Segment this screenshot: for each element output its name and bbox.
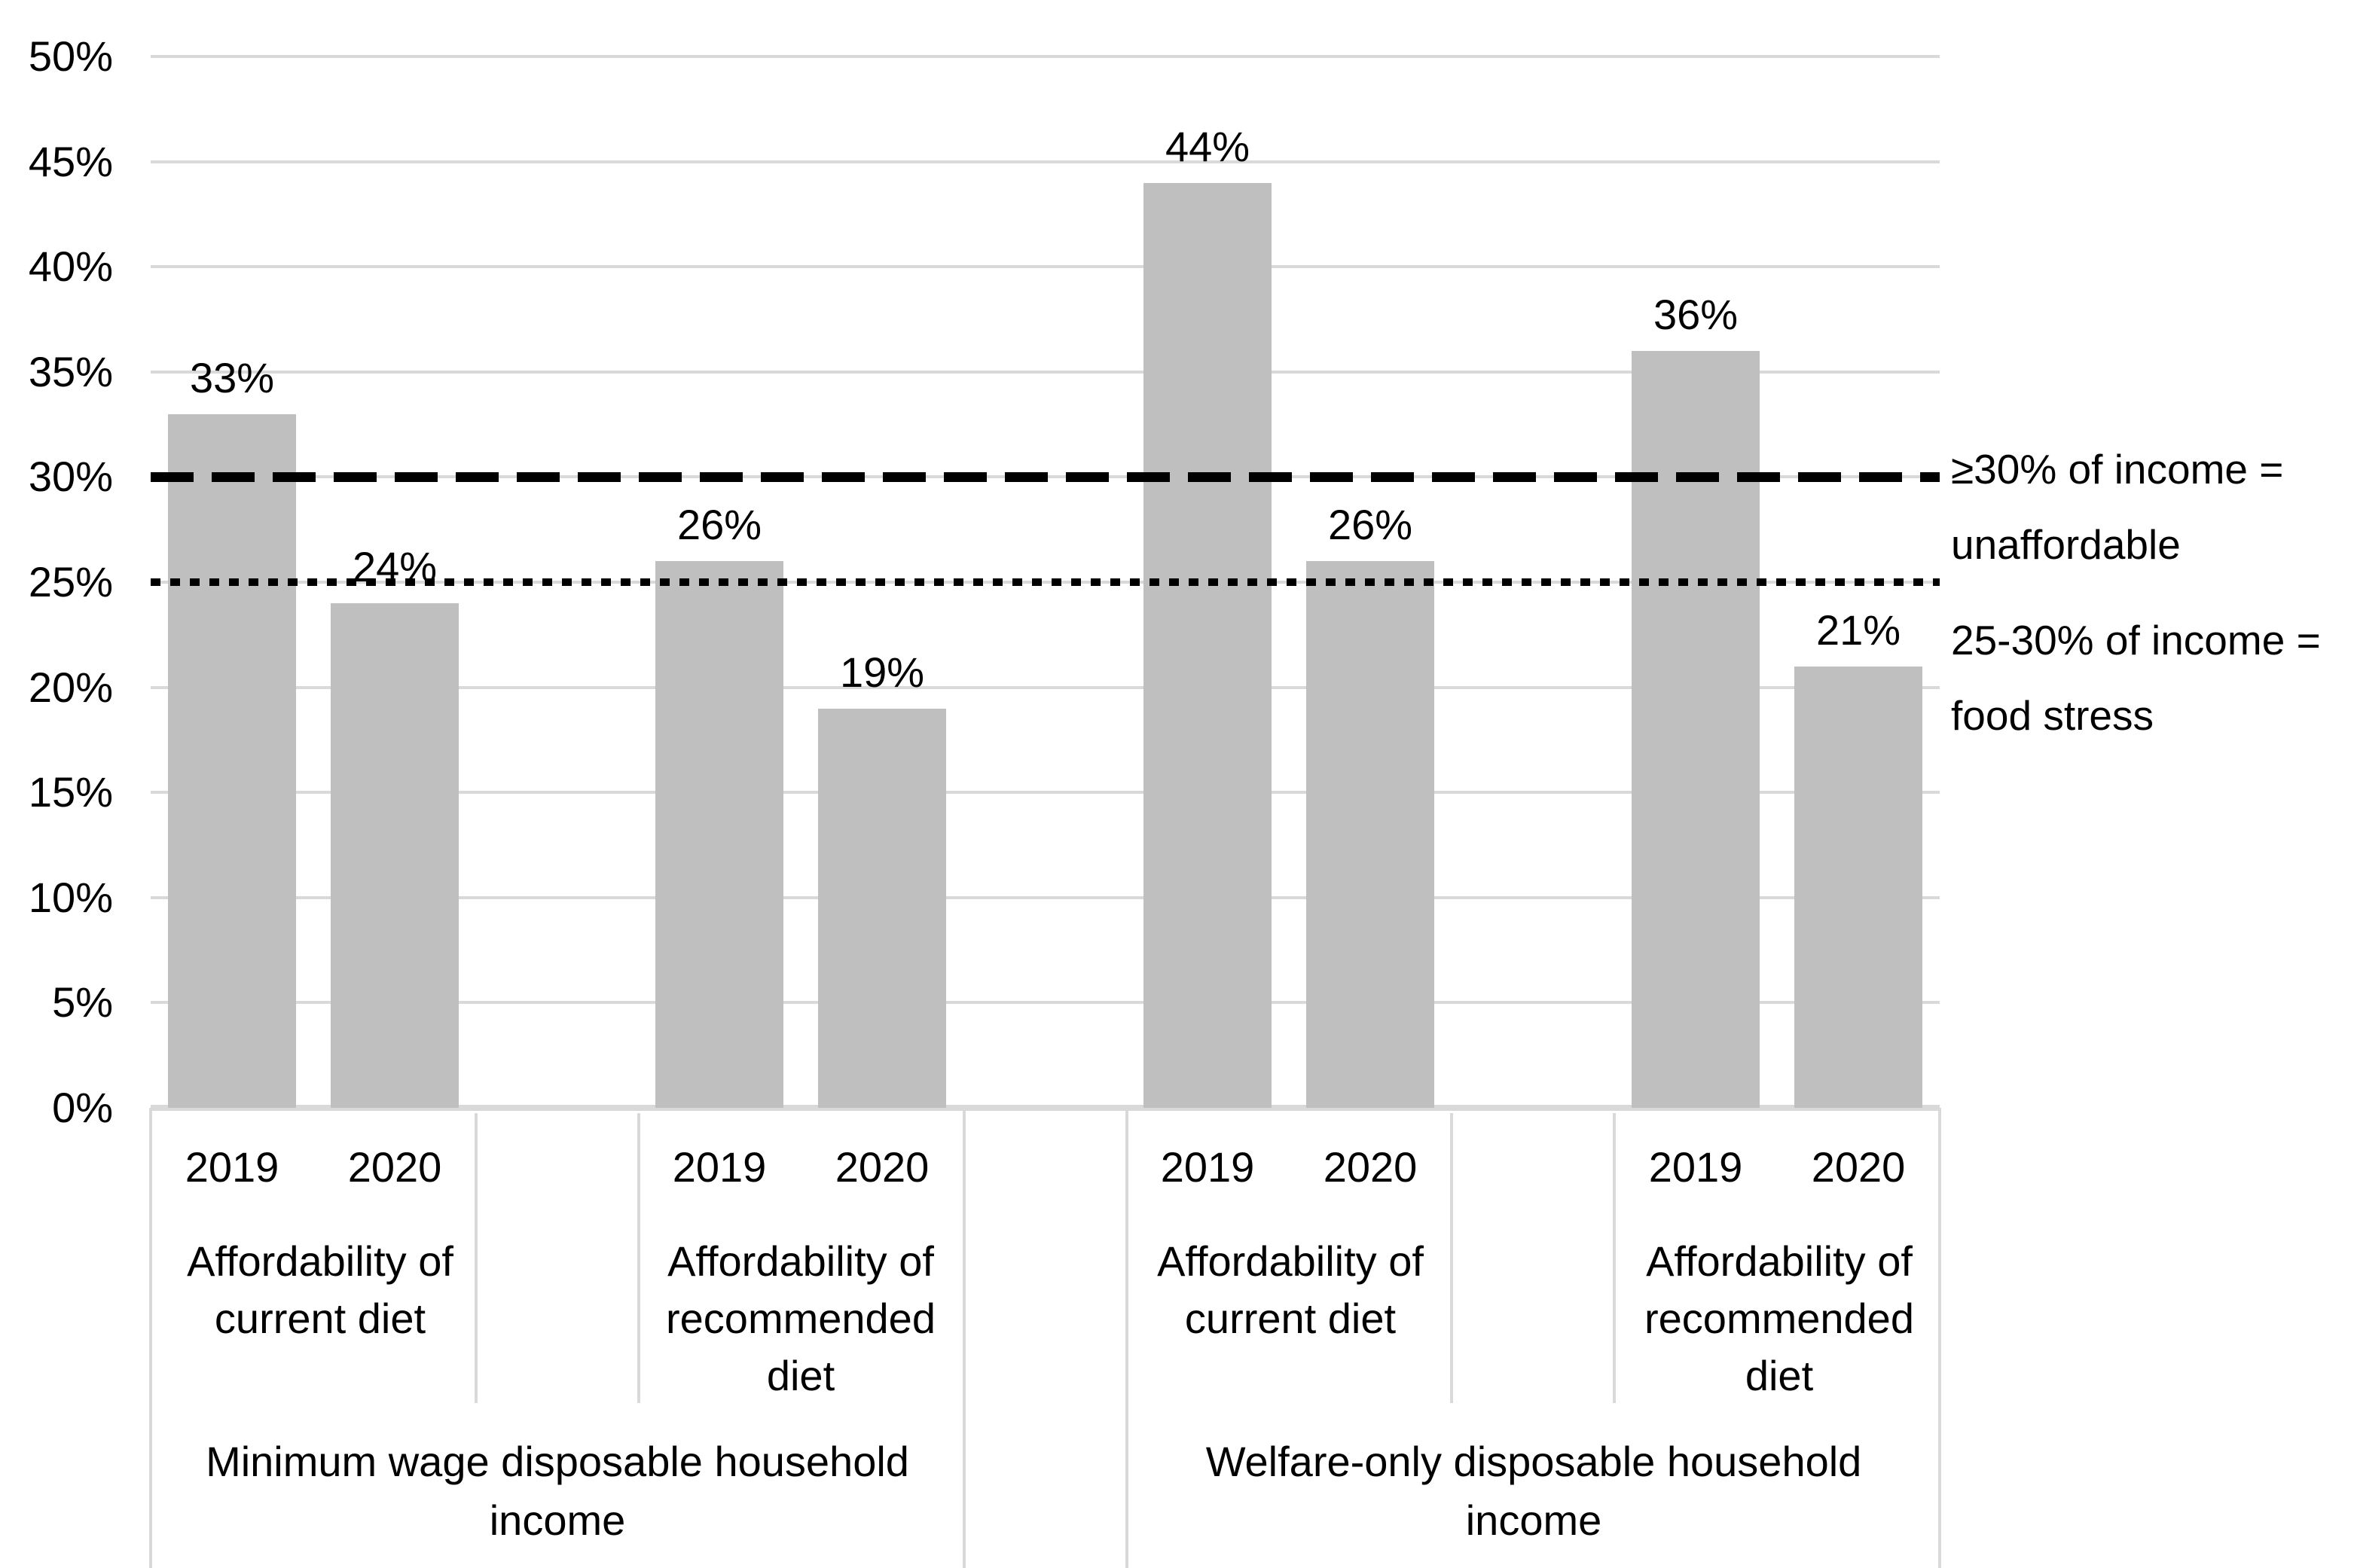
bar [1794,667,1922,1108]
y-axis-tick-label: 10% [28,874,113,921]
bar-value-label: 26% [1327,501,1413,548]
bar [1632,351,1760,1108]
y-axis-tick-label: 30% [28,453,113,500]
y-axis-tick-label: 35% [28,348,113,395]
bar-value-label: 26% [676,501,762,548]
annotation-food-stress: 25-30% of income = food stress [1951,602,2354,753]
reference-line-unaffordable [151,472,1940,482]
y-axis-tick-label: 20% [28,664,113,711]
subgroup-label-mw-current-diet: Affordability of current diet [187,1237,453,1342]
y-axis-tick-label: 40% [28,243,113,290]
group-label-welfare-only: Welfare-only disposable household income [1205,1438,1862,1544]
category-divider [963,1108,966,1568]
x-axis-year-label: 2020 [835,1143,930,1191]
bar [1306,561,1434,1108]
bar-value-label: 44% [1165,123,1250,170]
gridline [151,686,1940,689]
annotation-unaffordable-line2: unaffordable [1951,521,2181,568]
y-axis-tick-label: 50% [28,32,113,80]
y-axis-tick-label: 0% [52,1084,113,1131]
bar [168,414,296,1108]
bar [655,561,783,1108]
gridline [151,896,1940,899]
category-divider [1450,1113,1453,1403]
annotation-food-stress-line2: food stress [1951,692,2154,739]
y-axis-tick-label: 15% [28,768,113,816]
bar [331,603,459,1108]
bar-value-label: 36% [1653,291,1739,338]
bar-value-label: 33% [189,354,275,401]
bar-value-label: 19% [839,648,925,696]
x-axis-year-label: 2020 [347,1143,442,1191]
group-label-minimum-wage: Minimum wage disposable household income [206,1438,909,1544]
gridline [151,791,1940,794]
annotation-unaffordable-line1: ≥30% of income = [1951,446,2284,493]
category-divider [475,1113,478,1403]
category-border-right [1938,1108,1941,1568]
subgroup-label-mw-recommended-diet: Affordability of recommended diet [666,1237,936,1399]
bar [1143,183,1272,1108]
x-axis-year-label: 2019 [185,1143,279,1191]
x-axis-year-label: 2019 [1648,1143,1743,1191]
gridline [151,265,1940,268]
category-border-left [149,1108,152,1568]
x-axis-year-label: 2019 [672,1143,767,1191]
gridline [151,55,1940,58]
bar-value-label: 24% [352,543,438,590]
bar-value-label: 21% [1815,606,1901,654]
y-axis-tick-label: 25% [28,558,113,606]
gridline [151,160,1940,163]
category-divider [1613,1113,1616,1403]
bar [818,709,946,1108]
subgroup-label-wo-recommended-diet: Affordability of recommended diet [1644,1237,1914,1399]
annotation-unaffordable: ≥30% of income = unaffordable [1951,432,2354,582]
y-axis-tick-label: 45% [28,138,113,185]
gridline [151,371,1940,374]
x-axis-year-label: 2020 [1811,1143,1906,1191]
annotation-food-stress-line1: 25-30% of income = [1951,617,2321,664]
category-divider [1125,1108,1128,1568]
x-axis-line [151,1105,1940,1111]
reference-line-food-stress [151,578,1940,586]
x-axis-year-label: 2019 [1160,1143,1255,1191]
y-axis-tick-label: 5% [52,978,113,1026]
subgroup-label-wo-current-diet: Affordability of current diet [1157,1237,1424,1342]
gridline [151,1001,1940,1004]
x-axis-year-label: 2020 [1323,1143,1418,1191]
category-divider [637,1113,640,1403]
